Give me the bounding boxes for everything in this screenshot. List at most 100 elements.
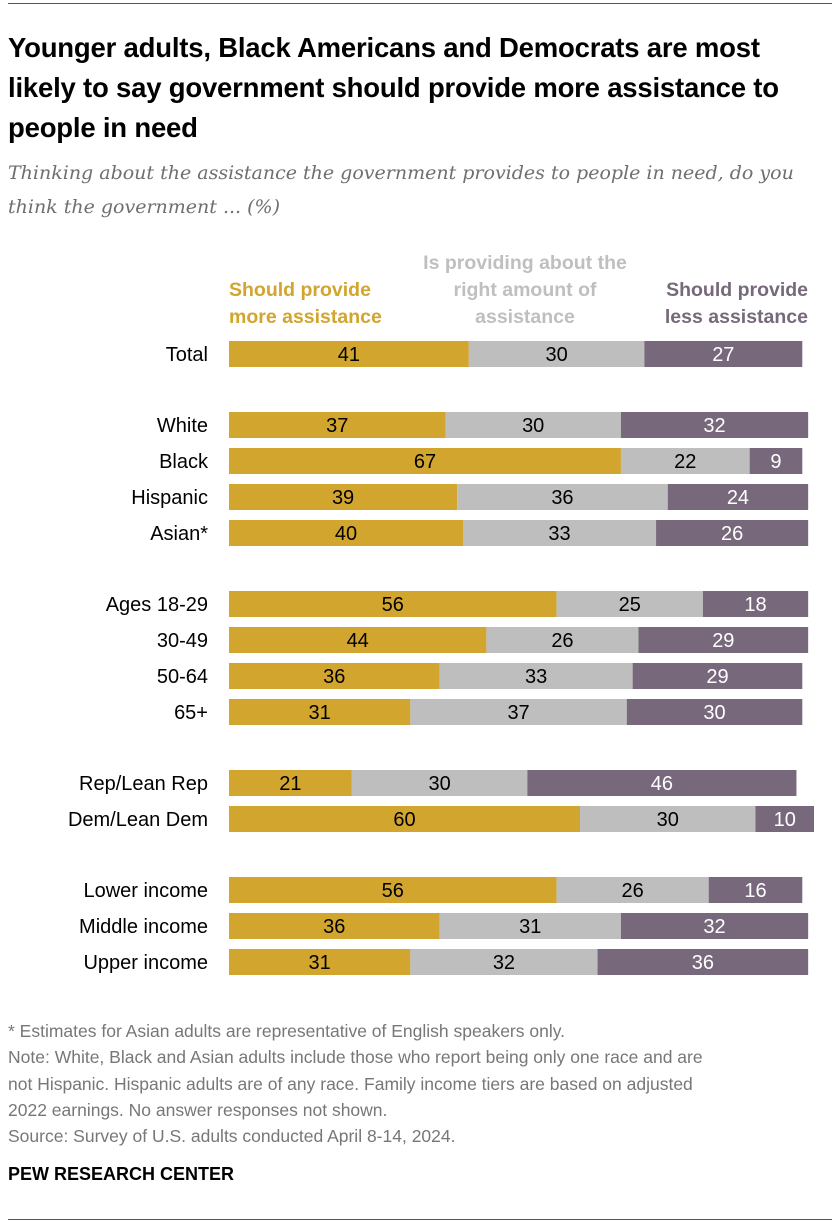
note-line-3: 2022 earnings. No answer responses not s…	[8, 1099, 388, 1120]
data-label: 27	[712, 344, 734, 366]
row-label: Dem/Lean Dem	[68, 809, 208, 831]
bar-segment-more	[229, 663, 440, 689]
bar-segment-less	[638, 627, 809, 653]
notes: * Estimates for Asian adults are represe…	[8, 1018, 828, 1149]
row-label: 50-64	[157, 666, 208, 688]
bar-segment-less	[667, 484, 809, 510]
row-label: Total	[166, 344, 208, 366]
bar-segment-less	[620, 913, 809, 939]
bar-segment-right-amount	[410, 699, 627, 725]
bar-segment-right-amount	[351, 770, 528, 796]
bar-segment-right-amount	[556, 591, 703, 617]
row-label: Asian*	[150, 523, 208, 545]
bar-segment-more	[229, 591, 557, 617]
data-label: 29	[712, 630, 734, 652]
bar-segment-less	[626, 699, 803, 725]
data-label: 32	[703, 415, 725, 437]
bar-segment-right-amount	[445, 412, 621, 438]
bar-segment-less	[527, 770, 797, 796]
row-label: Black	[159, 451, 209, 473]
data-label: 30	[545, 344, 567, 366]
data-label: 30	[428, 773, 450, 795]
bar-segment-more	[229, 770, 352, 796]
row-label: Ages 18-29	[106, 594, 208, 616]
bar-segment-right-amount	[439, 663, 633, 689]
data-label: 41	[338, 344, 360, 366]
legend-less: Should provide less assistance	[664, 279, 808, 328]
data-label: 44	[347, 630, 369, 652]
data-label: 18	[744, 594, 766, 616]
bar-segment-more	[229, 448, 621, 474]
bar-segment-more	[229, 699, 411, 725]
bar-segment-more	[229, 484, 458, 510]
data-label: 29	[706, 666, 728, 688]
bar-segment-less	[597, 949, 809, 975]
stacked-bar-chart: Total 41 30 27 White 37 30 32 Black 67 22 9 Hispanic…	[68, 341, 814, 975]
bar-segment-right-amount	[463, 520, 657, 546]
bar-segment-more	[229, 913, 440, 939]
bar-segment-more	[229, 949, 411, 975]
data-label: 37	[507, 702, 529, 724]
row-label: White	[157, 415, 208, 437]
bar-segment-less	[708, 877, 803, 903]
data-label: 36	[323, 916, 345, 938]
data-label: 30	[657, 809, 679, 831]
data-label: 36	[323, 666, 345, 688]
bar-segment-more	[229, 877, 557, 903]
top-rule	[8, 3, 832, 4]
data-label: 26	[721, 523, 743, 545]
data-label: 26	[622, 880, 644, 902]
bar-segment-less	[656, 520, 809, 546]
bottom-rule	[8, 1219, 832, 1220]
data-label: 16	[744, 880, 766, 902]
data-label: 33	[548, 523, 570, 545]
data-label: 56	[382, 594, 404, 616]
data-label: 32	[493, 952, 515, 974]
legend-more: Should provide more assistance	[229, 279, 382, 328]
data-label: 56	[382, 880, 404, 902]
row-label: 30-49	[157, 630, 208, 652]
row-label: Middle income	[79, 916, 208, 938]
data-label: 33	[525, 666, 547, 688]
data-label: 36	[551, 487, 573, 509]
bar-segment-less	[644, 341, 803, 367]
data-label: 46	[651, 773, 673, 795]
bar-segment-less	[632, 663, 803, 689]
data-label: 31	[309, 702, 331, 724]
data-label: 30	[522, 415, 544, 437]
note-asterisk: * Estimates for Asian adults are represe…	[8, 1021, 566, 1041]
data-label: 39	[332, 487, 354, 509]
data-label: 32	[703, 916, 725, 938]
data-label: 37	[326, 415, 348, 437]
row-label: 65+	[174, 702, 208, 724]
bar-segment-right-amount	[580, 806, 756, 832]
row-label: Lower income	[83, 880, 208, 902]
bar-segment-right-amount	[486, 627, 639, 653]
bar-segment-less	[702, 591, 809, 617]
data-label: 36	[692, 952, 714, 974]
bar-segment-more	[229, 341, 469, 367]
bar-segment-right-amount	[556, 877, 709, 903]
chart-subtitle: Thinking about the assistance the govern…	[8, 162, 794, 218]
bar-segment-right-amount	[457, 484, 668, 510]
bar-segment-more	[229, 627, 487, 653]
chart-title: Younger adults, Black Americans and Demo…	[8, 32, 779, 143]
data-label: 30	[703, 702, 725, 724]
note-line-2: not Hispanic. Hispanic adults are of any…	[8, 1073, 693, 1094]
row-label: Upper income	[83, 952, 208, 974]
brand-logo-text: PEW RESEARCH CENTER	[8, 1164, 235, 1184]
data-label: 21	[279, 773, 301, 795]
data-label: 31	[519, 916, 541, 938]
bar-segment-more	[229, 412, 446, 438]
data-label: 22	[674, 451, 696, 473]
bar-segment-more	[229, 806, 580, 832]
data-label: 26	[551, 630, 573, 652]
bar-segment-right-amount	[620, 448, 750, 474]
bar-segment-right-amount	[439, 913, 621, 939]
data-label: 31	[309, 952, 331, 974]
data-label: 67	[414, 451, 436, 473]
note-line-1: Note: White, Black and Asian adults incl…	[8, 1047, 703, 1068]
row-label: Hispanic	[131, 487, 208, 509]
bar-segment-right-amount	[468, 341, 645, 367]
bar-segment-less	[620, 412, 809, 438]
